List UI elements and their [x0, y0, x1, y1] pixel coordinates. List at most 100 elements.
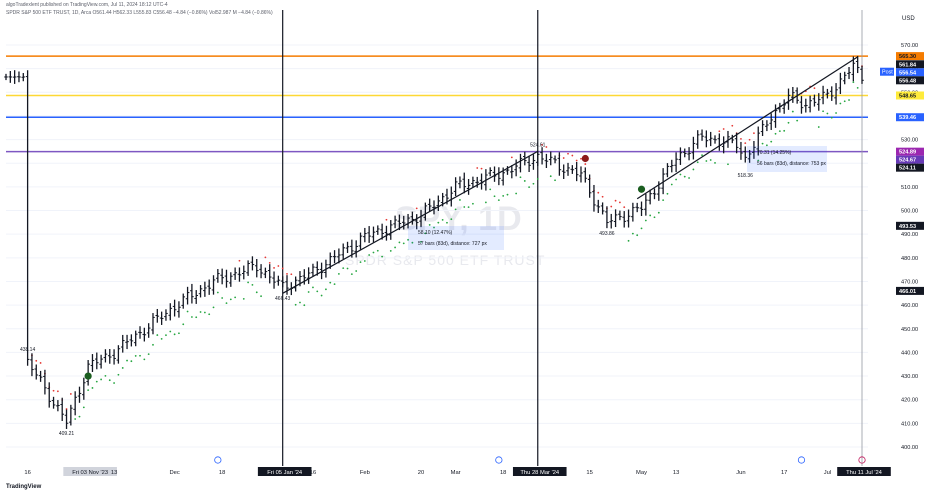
signal-marker [637, 185, 646, 193]
psar-dot [623, 206, 626, 209]
x-tick-highlight [512, 467, 567, 476]
psar-dot [618, 201, 621, 204]
psar-dot [251, 283, 254, 286]
price-axis[interactable]: USD 400.00 410.00 420.00 430.00 440.00 450.00 4… [880, 16, 924, 451]
psar-dot [718, 130, 721, 133]
psar-dot [753, 132, 755, 135]
price-tag [896, 147, 924, 156]
time-axis[interactable]: 16 Fri 03 Nov '23 13 Dec 18 Fri 05 Jan '24 16 F… [24, 456, 891, 476]
price-tag [896, 76, 924, 85]
x-tick-label: May [636, 470, 647, 476]
psar-dot [264, 256, 267, 259]
y-tick-label: 500.00 [901, 209, 918, 215]
psar-dot [627, 239, 630, 242]
psar-dot [195, 316, 198, 319]
tradingview-logo[interactable]: TradingView [6, 484, 42, 490]
psar-dot [39, 362, 42, 364]
measurements[interactable]: 58.10 (12.47%) 57 bars (83d), distance: 7… [408, 146, 827, 250]
psar-dot [346, 267, 349, 270]
psar-dot [554, 179, 556, 182]
watermark-name: SPDR S&P 500 ETF TRUST [345, 252, 546, 268]
x-tick-label: 16 [310, 470, 316, 476]
psar-dot [835, 112, 837, 114]
price-annotation: 409.21 [59, 431, 75, 437]
y-tick-label: 530.00 [901, 138, 918, 144]
psar-dot [714, 162, 716, 164]
psar-dot [78, 415, 81, 418]
psar-dot [731, 124, 734, 127]
psar-dot [727, 163, 729, 166]
y-tick-label: 470.00 [901, 279, 918, 285]
x-tick-highlight [257, 467, 312, 476]
psar-dot [683, 175, 686, 178]
psar-dot [238, 259, 241, 262]
psar-dot [580, 157, 582, 160]
psar-dot [510, 156, 513, 159]
x-tick-label: Fri 03 Nov '23 [72, 470, 108, 476]
psar-dot [830, 116, 833, 119]
psar-dot [541, 143, 543, 146]
psar-dot [320, 294, 323, 297]
psar-dot [268, 261, 271, 264]
psar-dot [342, 267, 345, 270]
psar-dot [705, 160, 708, 162]
psar-dot [631, 232, 634, 235]
y-tick-label: 490.00 [901, 232, 918, 238]
psar-dot [454, 208, 457, 211]
psar-dot [783, 129, 786, 132]
psar-dot [303, 304, 306, 307]
psar-dot [69, 393, 72, 395]
psar-dot [459, 199, 461, 201]
psar-dot [169, 330, 172, 333]
trendlines[interactable] [282, 56, 859, 294]
x-tick-label: 13 [673, 470, 679, 476]
psar-dot [368, 254, 371, 256]
psar-dot [355, 270, 358, 272]
price-annotation: 466.43 [275, 296, 291, 302]
psar-dot [104, 374, 107, 377]
x-tick-label: Dec [169, 470, 179, 476]
psar-dot [692, 168, 695, 171]
psar-dot [350, 273, 353, 275]
psar-dot [398, 241, 401, 244]
psar-dot [411, 241, 414, 244]
symbol-ohlc-line: SPDR S&P 500 ETF TRUST, 1D, Arca O561.44… [6, 10, 273, 16]
x-tick-label: 20 [418, 470, 424, 476]
x-tick-label: Fri 05 Jan '24 [267, 470, 303, 476]
x-tick-label: Jul [824, 470, 831, 476]
price-tag-label: 561.84 [899, 62, 917, 68]
trendline [282, 150, 539, 294]
psar-dot [130, 360, 133, 363]
measure-change: 70.31 (14.25%) [757, 150, 792, 156]
psar-dot [770, 140, 773, 143]
x-tick-label: 17 [781, 470, 787, 476]
price-tag [896, 286, 924, 295]
y-tick-label: 510.00 [901, 185, 918, 191]
psar-dot [601, 195, 604, 198]
psar-dot [787, 121, 790, 124]
x-tick-label: 18 [219, 470, 225, 476]
x-tick-label: Feb [360, 470, 370, 476]
psar-dot [610, 205, 613, 208]
psar-dot [186, 310, 189, 313]
event-icon [797, 456, 806, 464]
x-tick-label: Thu 11 Jul '24 [846, 470, 883, 476]
psar-dot [428, 224, 431, 226]
psar-dot [679, 173, 682, 176]
psar-dot [376, 249, 379, 252]
psar-dot [519, 176, 522, 179]
price-tag-label: 524.89 [899, 150, 916, 156]
psar-dot [701, 154, 703, 157]
psar-dot [839, 102, 842, 105]
psar-dot [229, 298, 232, 301]
psar-dot [666, 192, 669, 195]
y-tick-label: 440.00 [901, 350, 918, 356]
psar-dot [575, 159, 578, 162]
psar-dot [389, 250, 392, 252]
x-tick-label: Thu 28 Mar '24 [520, 470, 560, 476]
psar-dot [670, 183, 673, 186]
price-tag-label: 524.67 [899, 158, 916, 164]
psar-dot [56, 390, 59, 393]
psar-dot [497, 199, 500, 202]
